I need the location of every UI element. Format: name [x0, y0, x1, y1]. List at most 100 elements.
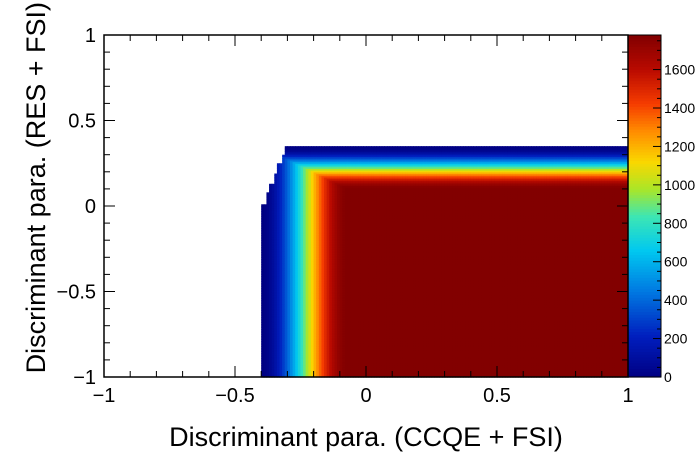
heatmap-cell [331, 351, 336, 354]
heatmap-cell [300, 163, 304, 166]
heatmap-cell [284, 190, 288, 193]
heatmap-cell [347, 204, 351, 207]
heatmap-cell [266, 241, 270, 245]
heatmap-cell [345, 305, 349, 308]
heatmap-cell [292, 351, 296, 354]
heatmap-cell [337, 317, 341, 320]
heatmap-cell [282, 354, 286, 358]
heatmap-cell [324, 195, 328, 199]
heatmap-cell [303, 322, 307, 325]
heatmap-cell [282, 272, 286, 275]
heatmap-cell [305, 306, 309, 310]
heatmap-cell [261, 248, 265, 252]
heatmap-cell [313, 370, 317, 373]
heatmap-cell [292, 224, 296, 228]
heatmap-cell [297, 149, 302, 152]
heatmap-cell [261, 217, 265, 221]
heatmap-cell [261, 233, 265, 236]
heatmap-cell [313, 265, 317, 269]
heatmap-cell [337, 289, 341, 293]
heatmap-cell [279, 320, 283, 323]
heatmap-cell [276, 359, 281, 363]
heatmap-cell [271, 293, 275, 296]
heatmap-cell [355, 341, 359, 344]
heatmap-cell [279, 183, 283, 187]
heatmap-cell [284, 217, 288, 221]
heatmap-cell [347, 277, 351, 281]
heatmap-cell [284, 334, 288, 337]
heatmap-cell [295, 226, 299, 229]
heatmap-cell [308, 250, 312, 253]
heatmap-cell [321, 188, 325, 192]
heatmap-cell [321, 248, 325, 252]
heatmap-cell [342, 223, 346, 226]
heatmap-cell [358, 164, 362, 168]
heatmap-cell [274, 276, 278, 279]
heatmap-cell [342, 370, 346, 373]
heatmap-cell [279, 199, 283, 202]
heatmap-cell [321, 368, 325, 371]
heatmap-cell [310, 212, 315, 216]
heatmap-cell [297, 207, 302, 211]
heatmap-cell [292, 344, 296, 347]
heatmap-cell [337, 247, 341, 250]
heatmap-cell [269, 185, 273, 188]
heatmap-cell [324, 149, 328, 152]
heatmap-cell [316, 168, 320, 171]
heatmap-cell [310, 274, 315, 277]
heatmap-cell [342, 235, 346, 238]
heatmap-cell [284, 276, 288, 279]
heatmap-cell [276, 199, 281, 202]
heatmap-cell [263, 330, 268, 334]
heatmap-cell [300, 146, 304, 149]
heatmap-cell [274, 353, 278, 356]
heatmap-cell [276, 293, 281, 296]
heatmap-cell [337, 202, 341, 205]
heatmap-cell [324, 312, 328, 315]
heatmap-cell [350, 161, 354, 164]
heatmap-cell [310, 346, 315, 349]
heatmap-cell [313, 192, 317, 195]
heatmap-cell [308, 194, 312, 197]
heatmap-cell [318, 344, 323, 347]
heatmap-cell [339, 151, 344, 154]
heatmap-cell [355, 183, 359, 187]
heatmap-cell [331, 334, 336, 337]
heatmap-cell [269, 206, 273, 209]
heatmap-cell [284, 223, 288, 226]
heatmap-cell [266, 212, 270, 216]
heatmap-cell [290, 255, 294, 258]
heatmap-cell [316, 282, 320, 286]
heatmap-cell [310, 363, 315, 366]
heatmap-cell [313, 152, 317, 156]
heatmap-cell [316, 238, 320, 241]
heatmap-cell [269, 217, 273, 221]
heatmap-cell [269, 363, 273, 366]
heatmap-cell [342, 226, 346, 229]
heatmap-cell [274, 221, 278, 224]
heatmap-cell [292, 228, 296, 231]
heatmap-cell [308, 335, 312, 339]
heatmap-cell [324, 147, 328, 151]
heatmap-cell [352, 349, 357, 352]
heatmap-cell [318, 298, 323, 301]
heatmap-cell [290, 262, 294, 265]
heatmap-cell [331, 248, 336, 252]
heatmap-cell [292, 221, 296, 224]
heatmap-cell [313, 303, 317, 306]
heatmap-cell [329, 272, 333, 275]
heatmap-cell [358, 182, 362, 185]
heatmap-cell [282, 317, 286, 320]
heatmap-cell [352, 365, 357, 368]
heatmap-cell [287, 175, 291, 178]
heatmap-cell [292, 156, 296, 159]
heatmap-cell [347, 253, 351, 257]
heatmap-cell [266, 308, 270, 311]
heatmap-cell [337, 178, 341, 181]
heatmap-cell [287, 346, 291, 349]
heatmap-cell [300, 353, 304, 356]
heatmap-cell [287, 231, 291, 234]
heatmap-cell [308, 219, 312, 222]
heatmap-cell [350, 171, 354, 175]
heatmap-cell [329, 206, 333, 209]
